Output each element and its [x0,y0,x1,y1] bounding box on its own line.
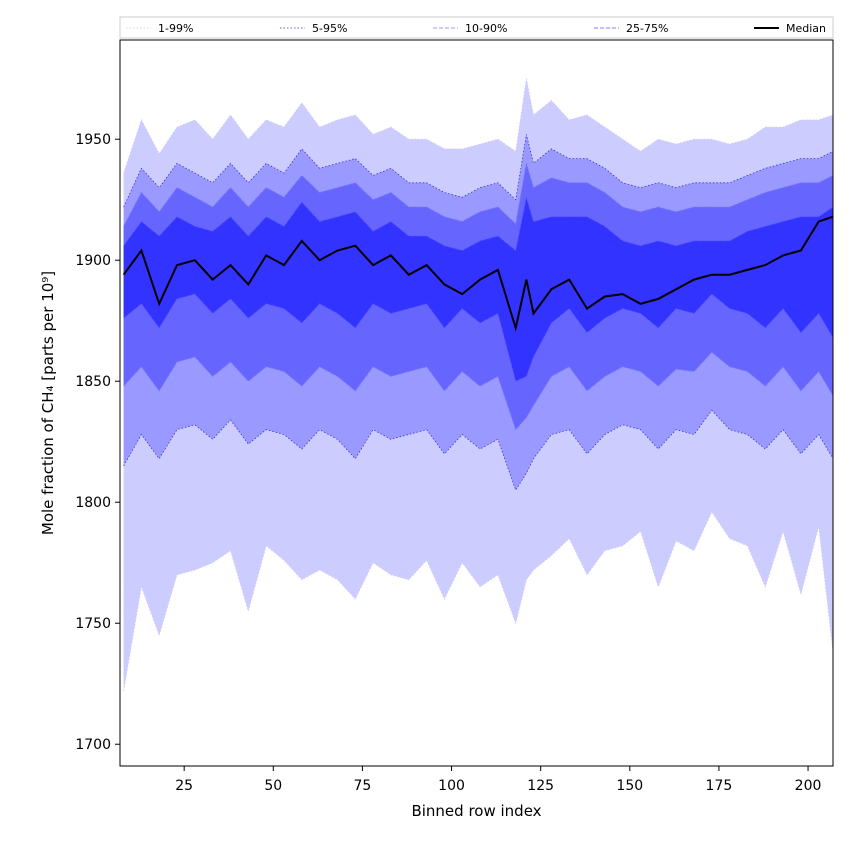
series-median-line [122,215,833,332]
y-tick-label: 1950 [75,132,111,148]
x-tick-label: 175 [706,778,733,794]
y-tick-label: 1750 [75,616,111,632]
x-tick-label: 150 [616,778,643,794]
band-1-99%-lower-line [123,511,833,692]
legend-label-25-75%: 25-75% [626,22,668,35]
x-tick-label: 200 [795,778,822,794]
x-tick-label: 125 [527,778,554,794]
x-axis-label: Binned row index [411,802,541,820]
legend-label-10-90%: 10-90% [465,22,507,35]
band-1-99%-upper-line [123,78,833,174]
y-tick-label: 1800 [75,495,111,511]
x-tick-label: 25 [175,778,193,794]
legend: 1-99% 5-95% 10-90% 25-75% Median [119,16,834,39]
y-tick-label: 1850 [75,374,111,390]
band-25-75%-upper-line [123,197,833,252]
x-tick-label: 50 [264,778,282,794]
band-5-95%-lower-line [123,409,833,492]
legend-label-1-99%: 1-99% [158,22,193,35]
plot-area [122,78,833,692]
legend-label-5-95%: 5-95% [312,22,347,35]
y-tick-label: 1700 [75,737,111,753]
x-tick-label: 100 [438,778,465,794]
band-10-90%-lower-line [123,351,833,431]
legend-label-Median: Median [786,22,826,35]
y-axis-label: Mole fraction of CH₄ [parts per 10⁹] [39,271,57,535]
plot-frame [119,39,834,767]
band-25-75%-lower-line [123,293,833,382]
y-tick-label: 1900 [75,253,111,269]
band-10-90%-upper-line [123,163,833,227]
legend-box [119,16,834,39]
x-tick-label: 75 [354,778,372,794]
